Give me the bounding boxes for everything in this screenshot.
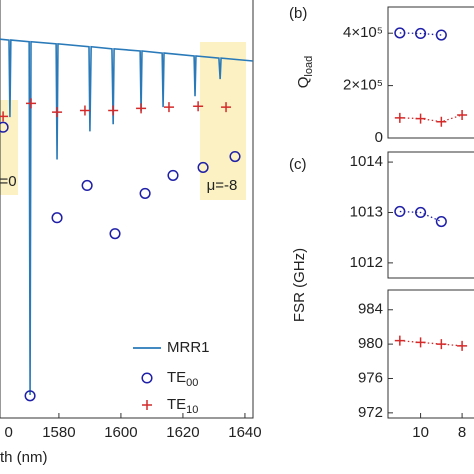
y-tick-label: 1012 xyxy=(350,254,383,271)
plot-area xyxy=(394,27,468,127)
marker-plus xyxy=(457,109,468,120)
marker-plus xyxy=(221,102,232,113)
y-tick-label: 1013 xyxy=(350,203,383,220)
marker-plus xyxy=(436,339,447,350)
plot-area xyxy=(0,38,253,402)
x-tick-label: 1620 xyxy=(166,424,199,441)
highlight-region xyxy=(0,100,18,195)
legend-label: TE00 xyxy=(167,369,198,389)
marker-circle xyxy=(394,27,406,39)
marker-plus xyxy=(163,102,174,113)
marker-plus xyxy=(457,340,468,351)
marker-plus xyxy=(415,113,426,124)
marker-plus xyxy=(136,103,147,114)
x-tick-label: 0 xyxy=(5,424,13,441)
y-tick-label: 4×10⁵ xyxy=(343,24,383,41)
legend-label: TE10 xyxy=(167,396,198,416)
plot-frame xyxy=(387,289,474,419)
x-tick-label: 1600 xyxy=(104,424,137,441)
marker-plus xyxy=(394,112,405,123)
highlight-region xyxy=(200,42,246,200)
marker-circle xyxy=(197,161,209,173)
legend-label-part: 10 xyxy=(186,404,198,416)
marker-plus xyxy=(394,335,405,346)
spectrum-line xyxy=(0,38,253,395)
legend-label: MRR1 xyxy=(167,339,210,356)
marker-circle xyxy=(24,390,36,402)
marker-circle xyxy=(109,228,121,240)
marker-circle xyxy=(81,179,93,192)
x-tick-label: 1640 xyxy=(228,424,261,441)
marker-circle xyxy=(0,121,9,133)
marker-circle xyxy=(415,206,427,219)
panel-label: (c) xyxy=(289,156,307,173)
marker-plus xyxy=(436,116,447,127)
marker-circle xyxy=(167,169,179,181)
marker-circle xyxy=(51,212,63,224)
x-tick-label: 10 xyxy=(412,424,429,441)
marker-plus xyxy=(415,337,426,348)
y-tick-label: 2×10⁵ xyxy=(343,77,383,94)
legend-swatch xyxy=(142,400,152,410)
legend-swatch xyxy=(141,372,153,384)
y-tick-label: 984 xyxy=(358,301,383,318)
y-tick-label: 0 xyxy=(375,129,383,146)
y-axis-label-part: load xyxy=(303,56,315,77)
annotation: μ=-8 xyxy=(207,177,238,194)
y-tick-label: 980 xyxy=(358,335,383,352)
y-axis-label: Qload xyxy=(295,56,315,88)
plot-area xyxy=(394,335,468,351)
plot-frame xyxy=(0,0,254,419)
dotted-line xyxy=(399,114,463,123)
y-axis-label: FSR (GHz) xyxy=(291,248,308,322)
marker-circle xyxy=(415,27,427,40)
marker-circle xyxy=(394,205,406,218)
plot-frame xyxy=(387,151,474,279)
dotted-line xyxy=(399,32,442,36)
marker-plus xyxy=(79,105,90,116)
marker-plus xyxy=(0,111,9,122)
marker-circle xyxy=(229,150,241,163)
marker-plus xyxy=(26,98,37,109)
y-tick-label: 976 xyxy=(358,369,383,386)
x-axis-label: th (nm) xyxy=(0,449,48,466)
x-tick-label: 1580 xyxy=(42,424,75,441)
marker-circle xyxy=(435,29,447,41)
x-tick-label: 8 xyxy=(458,424,466,441)
dotted-line xyxy=(399,210,442,223)
legend-label-part: 00 xyxy=(186,377,198,389)
marker-circle xyxy=(435,216,447,228)
y-tick-label: 1014 xyxy=(350,153,383,170)
plot-frame xyxy=(387,6,474,139)
annotation: =0 xyxy=(0,173,17,190)
y-axis-label-part: FSR (GHz) xyxy=(291,248,308,322)
marker-plus xyxy=(52,107,63,118)
panel-label: (b) xyxy=(289,5,307,22)
legend-label-part: TE xyxy=(167,396,186,413)
dotted-line xyxy=(399,340,463,347)
marker-plus xyxy=(108,105,119,116)
y-tick-label: 972 xyxy=(358,404,383,421)
legend-label-part: TE xyxy=(167,369,186,386)
legend-label-part: MRR1 xyxy=(167,339,210,356)
marker-circle xyxy=(139,187,151,199)
plot-area xyxy=(394,205,447,228)
marker-plus xyxy=(193,101,204,112)
y-axis-label-part: Q xyxy=(295,77,312,89)
